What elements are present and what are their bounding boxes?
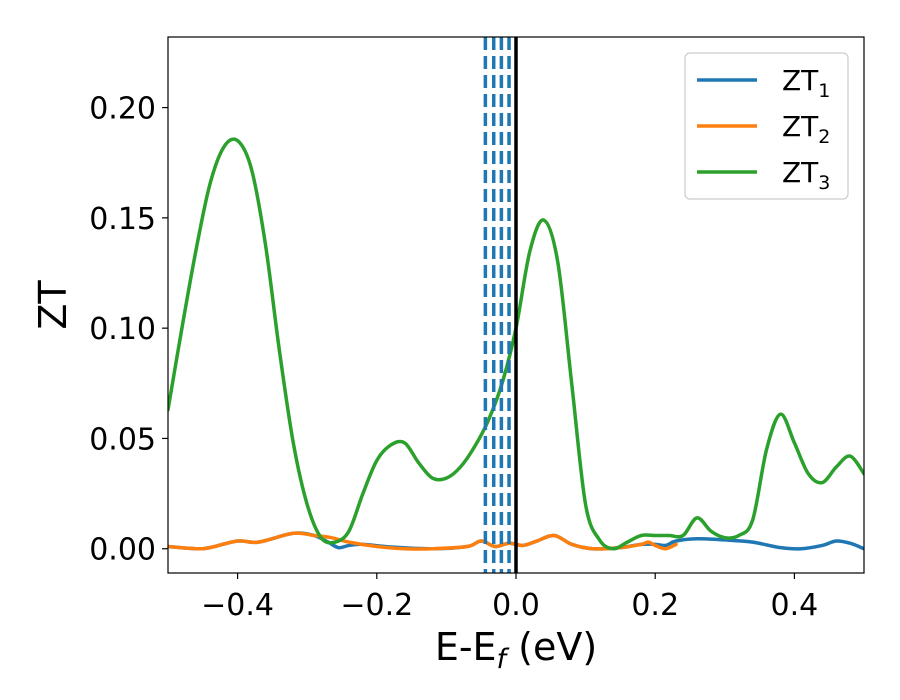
y-tick-label: 0.00 <box>89 533 156 568</box>
x-tick-label: 0.0 <box>492 588 540 623</box>
y-tick-label: 0.15 <box>89 202 156 237</box>
x-tick-label: 0.2 <box>631 588 679 623</box>
y-tick-label: 0.05 <box>89 422 156 457</box>
y-axis-ticks: 0.00 0.05 0.10 0.15 0.20 <box>89 92 168 568</box>
reference-lines <box>483 37 518 573</box>
x-tick-label: −0.4 <box>201 588 274 623</box>
series-line-zt2 <box>168 531 678 551</box>
legend: ZT1 ZT2 ZT3 <box>684 52 849 200</box>
x-tick-label: 0.4 <box>771 588 819 623</box>
x-axis-title-main: E-E <box>435 625 497 669</box>
x-axis-ticks: −0.4 −0.2 0.0 0.2 0.4 <box>201 573 818 623</box>
legend-label-zt1: ZT1 <box>782 64 830 102</box>
y-axis-title: ZT <box>31 280 75 330</box>
legend-box <box>684 52 849 200</box>
legend-label-zt2: ZT2 <box>782 110 830 148</box>
x-axis-title: E-Ef (eV) <box>435 625 597 675</box>
y-tick-label: 0.10 <box>89 312 156 347</box>
x-axis-title-unit: (eV) <box>506 625 597 669</box>
x-tick-label: −0.2 <box>340 588 413 623</box>
legend-label-zt3: ZT3 <box>782 156 830 194</box>
y-tick-label: 0.20 <box>89 92 156 127</box>
